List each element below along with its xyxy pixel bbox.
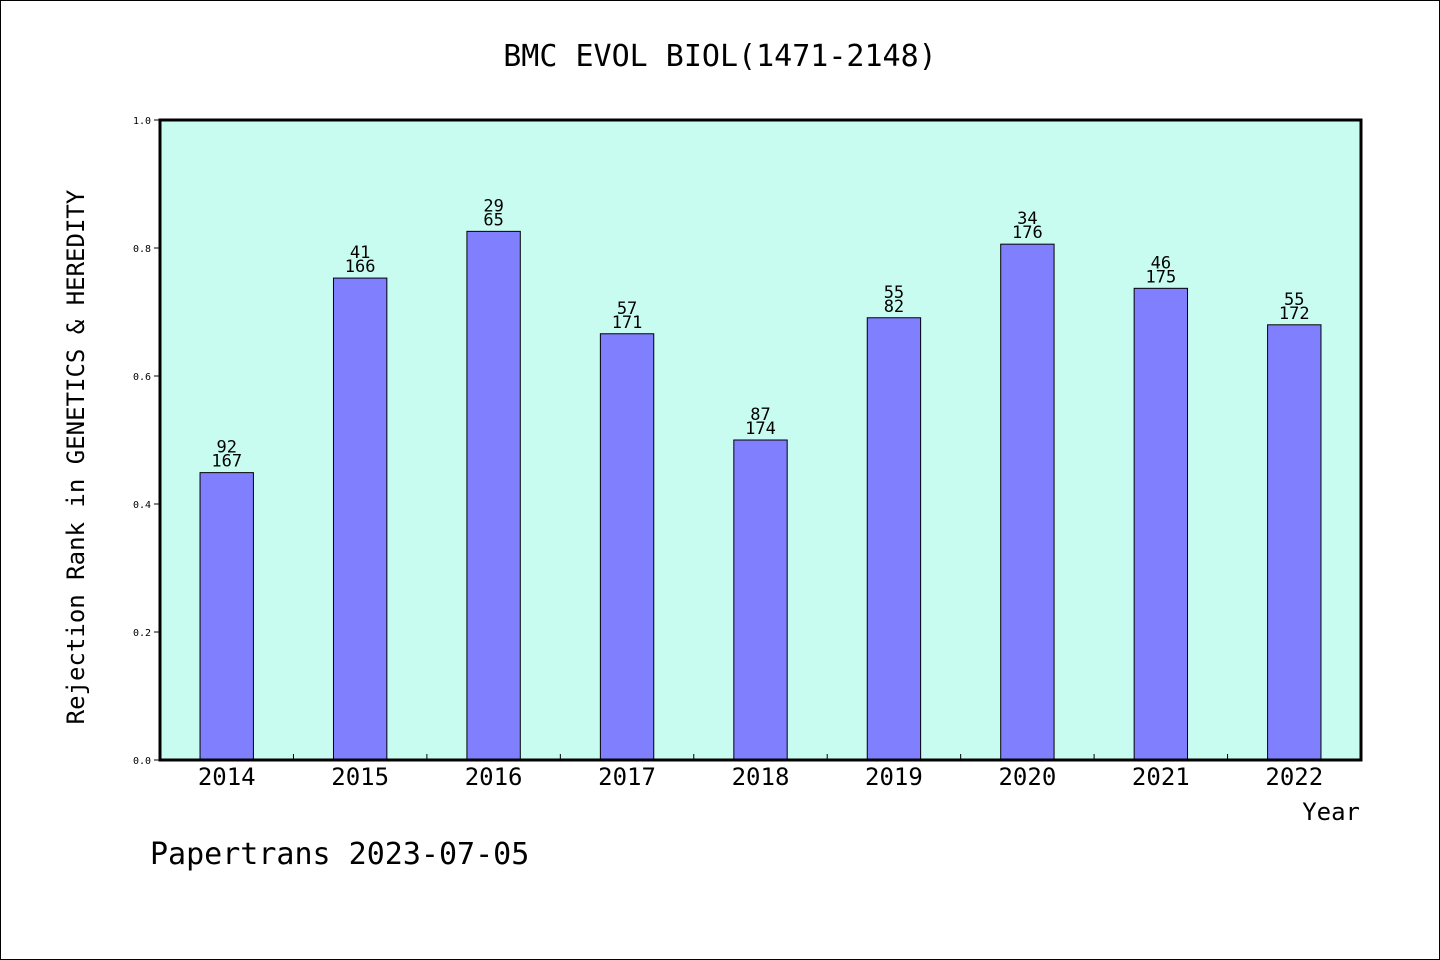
bar-rank-label: 34 [1017, 209, 1037, 229]
y-tick-label: 0.6 [133, 372, 151, 383]
bar-2015 [332, 277, 388, 761]
y-tick-label: 0.0 [133, 756, 151, 767]
x-tick-label: 2017 [598, 763, 656, 791]
bar-rank-label: 57 [617, 299, 637, 319]
y-tick-label: 0.4 [133, 500, 151, 511]
axis-ticks: 2014 2015 2016 2017 2018 2019 2020 2021 2022 0.0 0… [133, 116, 1323, 791]
chart-title: BMC EVOL BIOL(1471-2148) [503, 39, 936, 74]
y-axis-label: Rejection Rank in GENETICS & HEREDITY [62, 189, 90, 724]
bar-total-label: 175 [1145, 267, 1176, 287]
x-axis-label: Year [1302, 798, 1360, 826]
bar-2021 [1133, 287, 1189, 761]
bar-rank-label: 41 [350, 243, 370, 263]
bar-rank-label: 55 [884, 283, 904, 303]
bar-labels: 9216741166296557171871745582341764617555… [211, 196, 1309, 471]
bar-total-label: 65 [483, 210, 503, 230]
bar-total-label: 171 [612, 313, 643, 333]
x-tick-label: 2018 [732, 763, 790, 791]
x-tick-label: 2019 [865, 763, 923, 791]
x-tick-label: 2016 [465, 763, 523, 791]
bar-2020 [1000, 243, 1055, 761]
bar-2014 [199, 472, 254, 761]
bar-total-label: 176 [1012, 223, 1043, 243]
x-tick-label: 2021 [1132, 763, 1190, 791]
x-tick-label: 2014 [198, 763, 256, 791]
x-tick-label: 2022 [1265, 763, 1323, 791]
bar-2022 [1267, 324, 1322, 761]
bar-rank-label: 87 [750, 405, 770, 425]
bar-rank-label: 29 [483, 196, 503, 216]
x-tick-label: 2015 [331, 763, 389, 791]
bar-total-label: 82 [884, 297, 904, 317]
bar-total-label: 174 [745, 419, 776, 439]
bar-rank-label: 92 [216, 438, 236, 458]
bar-total-label: 166 [345, 257, 376, 277]
bar-total-label: 167 [211, 452, 242, 472]
bar-series [199, 230, 1322, 761]
y-tick-label: 0.2 [133, 628, 151, 639]
y-tick-label: 1.0 [133, 116, 151, 127]
bar-total-label: 172 [1279, 304, 1310, 324]
watermark-text: Papertrans 2023-07-05 [150, 837, 529, 872]
y-tick-label: 0.8 [133, 244, 151, 255]
bar-2018 [733, 439, 788, 761]
bar-2016 [466, 230, 521, 761]
x-tick-label: 2020 [998, 763, 1056, 791]
bar-rank-label: 46 [1151, 253, 1171, 273]
bar-2019 [866, 317, 922, 761]
bar-2017 [599, 333, 655, 761]
bar-rank-label: 55 [1284, 290, 1304, 310]
plot-border [158, 118, 1363, 762]
